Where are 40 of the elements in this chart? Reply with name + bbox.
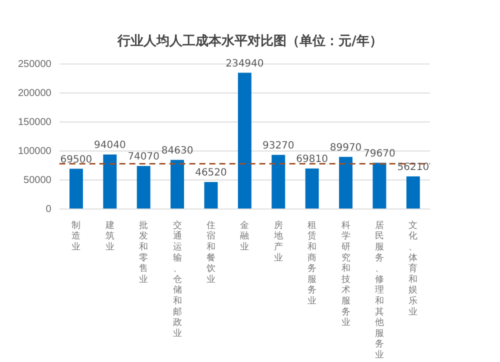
bar <box>204 182 218 208</box>
y-tick-label: 200000 <box>18 88 52 99</box>
data-label: 84630 <box>161 146 194 157</box>
bar <box>238 72 252 208</box>
data-label: 79670 <box>364 148 396 160</box>
y-tick-label: 150000 <box>18 116 52 128</box>
chart-title: 行业人均人工成本水平对比图（单位：元/年） <box>116 33 384 50</box>
x-tick-label: 制造业 <box>72 220 81 252</box>
y-tick-label: 100000 <box>18 146 52 157</box>
bar <box>406 176 420 208</box>
x-tick-label: 房地产业 <box>272 220 283 262</box>
x-tick-label: 租赁和商务服务业 <box>308 220 317 306</box>
y-tick-label: 0 <box>46 204 52 215</box>
bar <box>103 154 117 208</box>
category-label: 科学研究和技术服务业 <box>341 220 350 328</box>
bar <box>305 168 319 208</box>
bar <box>69 168 83 208</box>
data-label: 89970 <box>330 142 362 154</box>
data-label: 94040 <box>94 140 126 152</box>
bar <box>272 154 286 208</box>
y-tick-label: 250000 <box>18 58 52 70</box>
x-tick-label: 住宿和餐饮业 <box>205 220 216 284</box>
x-tick-label: 批发和零售业 <box>139 220 148 284</box>
category-label: 文化、体育和娱乐业 <box>408 220 418 316</box>
data-label: 93270 <box>262 140 294 152</box>
bar <box>339 156 353 208</box>
data-label: 56210 <box>397 162 430 173</box>
category-label: 居民服务、修理和其他服务业 <box>374 220 384 360</box>
y-tick-label: 50000 <box>24 174 52 186</box>
data-label: 69810 <box>296 154 328 166</box>
data-label: 234940 <box>226 58 264 70</box>
bar <box>170 160 184 208</box>
bar <box>136 166 150 208</box>
data-label: 46520 <box>195 168 227 179</box>
data-label: 74070 <box>128 152 160 163</box>
category-label: 交通运输、仓储和邮政业 <box>172 220 182 338</box>
bar <box>372 162 386 208</box>
data-label: 69500 <box>60 154 92 166</box>
x-tick-label: 金融业 <box>240 220 250 252</box>
x-tick-label: 建筑业 <box>104 220 114 252</box>
